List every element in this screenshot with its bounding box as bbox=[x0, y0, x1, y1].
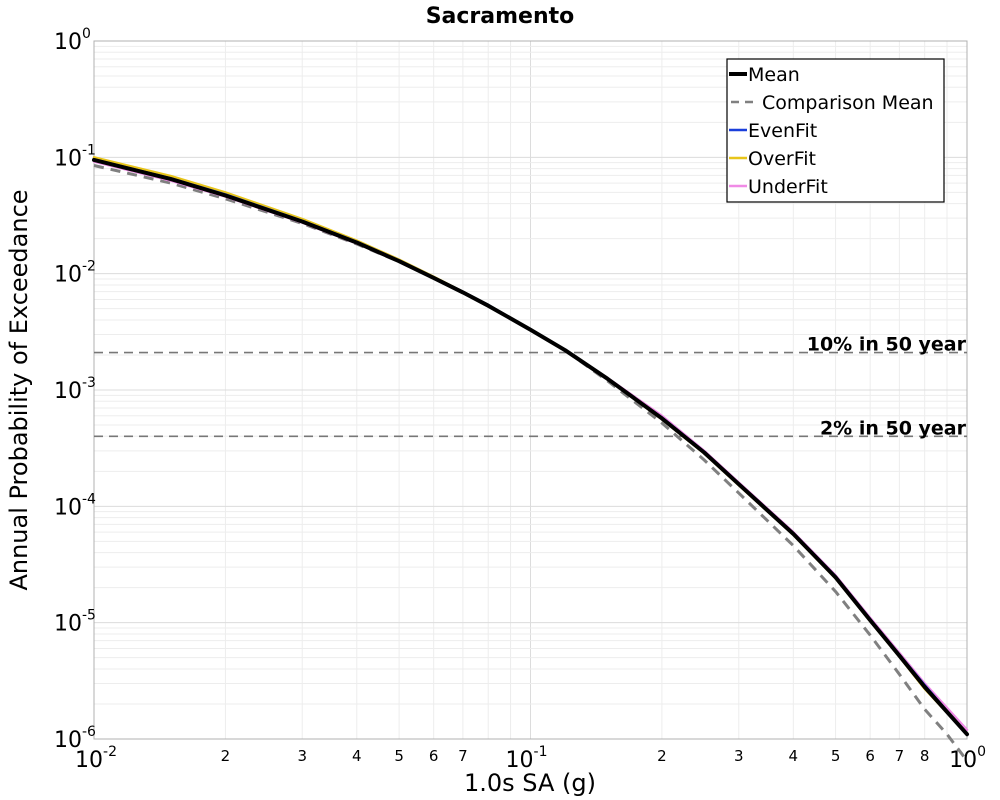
y-tick-label: 10-3 bbox=[54, 375, 96, 404]
x-minor-tick-label: 6 bbox=[429, 747, 439, 765]
plot-area-frame bbox=[93, 40, 968, 740]
x-tick-label: 10-1 bbox=[506, 744, 548, 773]
legend-label: Comparison Mean bbox=[762, 92, 934, 114]
series-lines bbox=[92, 156, 969, 762]
x-minor-tick-label: 5 bbox=[831, 747, 841, 765]
reference-lines: 10% in 50 year 2% in 50 year bbox=[94, 334, 967, 439]
y-tick-label: 10-4 bbox=[54, 491, 96, 520]
y-axis-label: Annual Probability of Exceedance bbox=[5, 189, 33, 590]
legend-label: Mean bbox=[748, 64, 800, 86]
chart-title: Sacramento bbox=[426, 4, 575, 29]
x-tick-label: 100 bbox=[949, 744, 986, 773]
x-minor-tick-label: 6 bbox=[865, 747, 875, 765]
reference-line-label: 10% in 50 year bbox=[807, 334, 967, 356]
x-minor-tick-label: 4 bbox=[352, 747, 362, 765]
y-tick-label: 10-2 bbox=[54, 259, 96, 288]
y-tick-label: 10-6 bbox=[54, 724, 96, 753]
x-minor-tick-label: 7 bbox=[458, 747, 468, 765]
x-minor-tick-label: 3 bbox=[734, 747, 744, 765]
legend: Mean Comparison Mean EvenFit OverFit UnderFi… bbox=[726, 58, 945, 203]
x-minor-tick-label: 7 bbox=[895, 747, 905, 765]
legend-label: EvenFit bbox=[748, 120, 817, 142]
y-tick-label: 10-1 bbox=[54, 142, 96, 171]
x-axis-label: 1.0s SA (g) bbox=[464, 769, 596, 797]
reference-line-label: 2% in 50 year bbox=[820, 417, 967, 439]
x-minor-tick-label: 5 bbox=[394, 747, 404, 765]
x-minor-tick-label: 8 bbox=[920, 747, 930, 765]
x-minor-tick-label: 2 bbox=[221, 747, 231, 765]
y-tick-label: 10-5 bbox=[54, 608, 96, 637]
legend-box bbox=[726, 58, 945, 203]
x-minor-tick-label: 4 bbox=[789, 747, 799, 765]
x-minor-tick-label: 2 bbox=[657, 747, 667, 765]
series-line-mean bbox=[92, 157, 969, 737]
y-tick-label: 100 bbox=[54, 26, 91, 55]
x-minor-tick-label: 3 bbox=[297, 747, 307, 765]
legend-label: UnderFit bbox=[748, 176, 828, 198]
legend-label: OverFit bbox=[748, 148, 816, 170]
x-tick-label: 10-2 bbox=[75, 744, 117, 773]
